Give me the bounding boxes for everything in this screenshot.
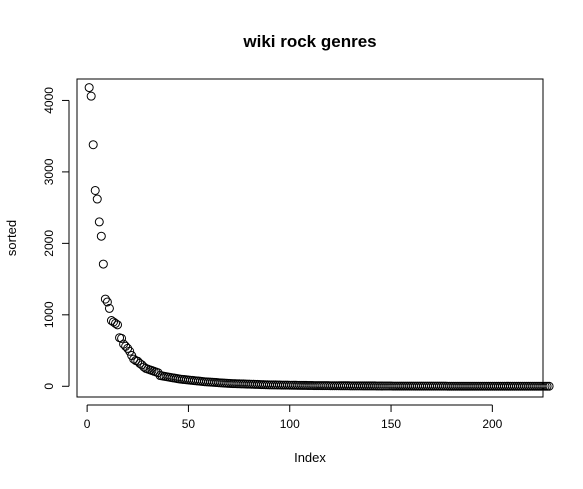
data-point: [92, 194, 102, 204]
y-tick-label: 1000: [42, 301, 56, 328]
y-tick-label: 4000: [42, 87, 56, 114]
data-point: [544, 381, 554, 391]
y-tick-label: 0: [42, 383, 56, 390]
data-points: [84, 83, 554, 391]
x-tick-label: 100: [280, 417, 300, 431]
data-point: [113, 320, 123, 330]
data-point: [98, 259, 108, 269]
plot-frame: [76, 78, 544, 398]
data-point: [94, 217, 104, 227]
data-point: [102, 297, 112, 307]
x-tick-label: 0: [84, 417, 91, 431]
data-point: [100, 294, 110, 304]
chart-title: wiki rock genres: [242, 32, 376, 51]
data-point: [104, 303, 114, 313]
y-tick-label: 3000: [42, 158, 56, 185]
x-axis: 0 50 100 150 200: [84, 404, 503, 431]
data-point: [96, 231, 106, 241]
y-tick-label: 2000: [42, 230, 56, 257]
data-point: [84, 83, 94, 93]
data-point: [123, 343, 133, 353]
x-tick-label: 200: [482, 417, 502, 431]
x-tick-label: 150: [381, 417, 401, 431]
data-point: [117, 333, 127, 343]
data-point: [90, 185, 100, 195]
x-axis-label: Index: [294, 450, 326, 465]
y-axis-label: sorted: [4, 220, 19, 256]
data-point: [125, 346, 135, 356]
data-point: [121, 341, 131, 351]
y-axis: 0 1000 2000 3000 4000: [42, 87, 70, 390]
data-point: [111, 318, 120, 328]
x-tick-label: 50: [182, 417, 196, 431]
data-point: [88, 140, 98, 150]
data-point: [86, 91, 96, 101]
